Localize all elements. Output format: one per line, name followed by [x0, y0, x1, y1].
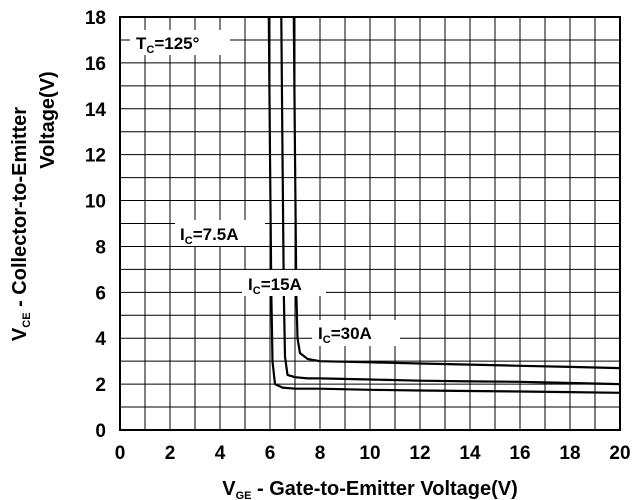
y-tick-labels: 0 2 4 6 8 10 12 14 16 18	[85, 8, 107, 442]
condition-sub: C	[146, 44, 154, 56]
y-tick-label: 18	[85, 8, 106, 29]
x-tick-label: 14	[459, 443, 481, 464]
y-axis-title-main: V	[9, 327, 31, 341]
y-tick-label: 12	[85, 146, 106, 167]
x-tick-label: 12	[409, 443, 430, 464]
x-axis-title-sub: GE	[236, 490, 252, 500]
x-tick-label: 2	[165, 443, 176, 464]
y-tick-label: 0	[95, 421, 106, 442]
condition-label-bg	[130, 30, 230, 55]
series-line-2	[280, 16, 621, 386]
x-tick-label: 10	[359, 443, 380, 464]
series-label-bg-3	[312, 320, 400, 346]
series-label-2-sub: C	[253, 285, 261, 297]
y-tick-label: 2	[95, 375, 106, 396]
series-label-2-main: I	[248, 275, 253, 294]
x-tick-label: 18	[559, 443, 580, 464]
series-label-3: IC=30A	[318, 324, 372, 346]
series-label-3-sub: C	[323, 334, 331, 346]
series-label-1-rest: =7.5A	[193, 225, 239, 244]
series-label-3-rest: =30A	[331, 324, 372, 343]
y-tick-label: 14	[85, 100, 107, 121]
x-tick-labels: 0 2 4 6 8 10 12 14 16 18 20	[115, 443, 631, 464]
x-tick-label: 6	[265, 443, 276, 464]
x-tick-label: 8	[315, 443, 326, 464]
series-label-2-rest: =15A	[261, 275, 302, 294]
y-axis-title-sub: CE	[21, 312, 33, 327]
series-line-1	[267, 16, 621, 394]
x-tick-label: 0	[115, 443, 126, 464]
y-axis-title-rest: - Collector-to-Emitter	[9, 107, 31, 313]
series-label-1: IC=7.5A	[180, 225, 239, 247]
series-label-2: IC=15A	[248, 275, 302, 297]
y-tick-label: 6	[95, 283, 106, 304]
x-tick-label: 16	[509, 443, 530, 464]
grid	[120, 17, 620, 430]
y-axis-title-line1: VCE - Collector-to-Emitter	[9, 107, 33, 341]
x-axis-title: VGE - Gate-to-Emitter Voltage(V)	[222, 478, 518, 500]
y-tick-label: 8	[95, 237, 106, 258]
y-tick-label: 10	[85, 192, 106, 213]
plot-frame	[119, 16, 621, 431]
x-axis-title-main: V	[222, 478, 236, 500]
y-axis-title-line2: Voltage(V)	[37, 71, 59, 168]
y-tick-label: 16	[85, 54, 106, 75]
condition-label: TC=125°	[136, 34, 200, 56]
condition-main: T	[136, 34, 147, 53]
series-label-3-main: I	[318, 324, 323, 343]
series-label-bg-1	[175, 220, 265, 246]
series-label-1-sub: C	[185, 235, 193, 247]
x-tick-label: 4	[215, 443, 226, 464]
series-label-bg-2	[242, 270, 326, 296]
x-tick-label: 20	[609, 443, 630, 464]
condition-rest: =125°	[154, 34, 199, 53]
series-label-1-main: I	[180, 225, 185, 244]
y-tick-label: 4	[95, 329, 106, 350]
x-axis-title-rest: - Gate-to-Emitter Voltage(V)	[251, 478, 517, 500]
